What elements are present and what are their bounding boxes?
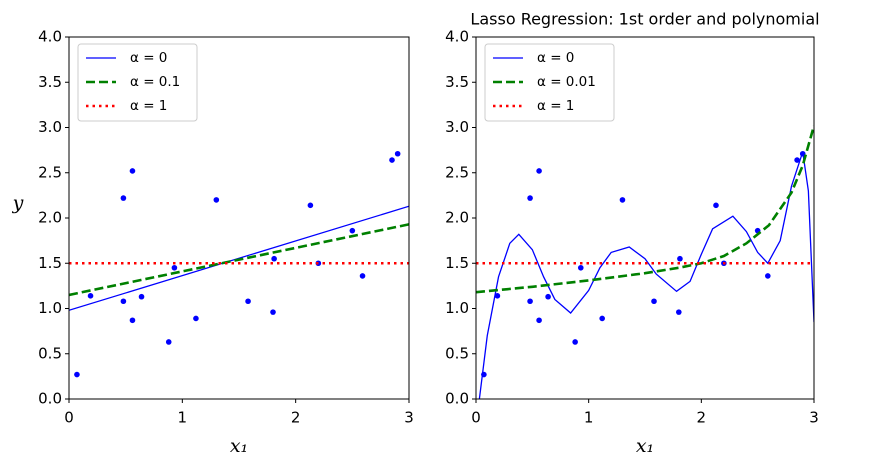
y-tick-label: 4.0 xyxy=(38,28,62,46)
legend-box xyxy=(484,43,615,122)
data-point xyxy=(87,293,94,299)
data-point xyxy=(193,315,199,322)
data-point xyxy=(349,227,356,234)
data-point xyxy=(536,168,542,174)
data-point xyxy=(794,157,800,163)
data-point xyxy=(536,317,542,324)
x-tick-label: 1 xyxy=(178,409,188,427)
data-point xyxy=(359,273,366,279)
data-point xyxy=(74,371,80,378)
data-point xyxy=(129,168,136,174)
x-axis-label: x₁ xyxy=(230,435,248,457)
x-tick-label: 0 xyxy=(471,409,481,427)
data-point xyxy=(120,195,127,201)
legend-label: α = 0.1 xyxy=(130,74,180,90)
data-point xyxy=(494,293,501,299)
data-point xyxy=(599,315,605,322)
data-point xyxy=(129,317,136,324)
data-point xyxy=(676,309,682,315)
data-point xyxy=(677,255,683,262)
data-point xyxy=(165,339,172,345)
y-tick-label: 2.5 xyxy=(38,163,62,181)
x-tick-label: 1 xyxy=(584,409,594,427)
y-tick-label: 3.5 xyxy=(38,73,62,91)
y-tick-label: 1.0 xyxy=(38,299,62,317)
legend-label: α = 0.01 xyxy=(537,74,596,90)
y-tick-label: 1.5 xyxy=(38,254,62,272)
y-tick-label: 3.5 xyxy=(445,73,469,91)
series-line xyxy=(69,205,409,311)
data-point xyxy=(307,202,314,209)
y-tick-label: 1.5 xyxy=(445,254,469,272)
data-point xyxy=(394,150,401,157)
y-tick-label: 0.0 xyxy=(38,390,62,408)
x-axis-label: x₁ xyxy=(636,435,654,457)
x-tick-label: 3 xyxy=(404,409,414,427)
x-tick-label: 0 xyxy=(64,409,74,427)
data-point xyxy=(545,293,551,300)
legend-label: α = 0 xyxy=(537,50,574,66)
data-point xyxy=(138,293,145,300)
y-axis-label: y xyxy=(12,192,24,214)
data-point xyxy=(271,255,277,262)
y-tick-label: 2.5 xyxy=(445,163,469,181)
x-tick-label: 3 xyxy=(809,409,819,427)
y-tick-label: 3.0 xyxy=(445,118,469,136)
data-point xyxy=(577,264,584,271)
series-line xyxy=(478,151,814,399)
series-line xyxy=(476,125,814,294)
y-tick-label: 2.0 xyxy=(38,209,62,227)
data-point xyxy=(765,273,771,279)
chart-title: Lasso Regression: 1st order and polynomi… xyxy=(470,10,819,29)
x-tick-label: 2 xyxy=(291,409,301,427)
series-line xyxy=(69,223,409,297)
legend-label: α = 0 xyxy=(130,50,167,66)
legend-label: α = 1 xyxy=(130,98,167,114)
y-tick-label: 2.0 xyxy=(445,209,469,227)
data-point xyxy=(389,157,395,163)
plot-area xyxy=(69,150,409,378)
legend-label: α = 1 xyxy=(537,98,574,114)
y-tick-label: 0.0 xyxy=(445,390,469,408)
data-point xyxy=(213,197,220,203)
data-point xyxy=(270,309,276,315)
plot-area xyxy=(476,125,814,399)
data-point xyxy=(245,298,251,305)
data-point xyxy=(619,197,626,203)
legend-box xyxy=(77,43,198,122)
data-point xyxy=(120,298,127,305)
data-point xyxy=(527,298,533,305)
data-point xyxy=(651,298,657,305)
y-tick-label: 4.0 xyxy=(445,28,469,46)
y-tick-label: 1.0 xyxy=(445,299,469,317)
data-point xyxy=(572,339,578,345)
y-tick-label: 0.5 xyxy=(445,344,469,362)
data-point xyxy=(171,264,178,271)
data-point xyxy=(527,195,533,201)
y-tick-label: 0.5 xyxy=(38,344,62,362)
data-point xyxy=(713,202,719,209)
y-tick-label: 3.0 xyxy=(38,118,62,136)
x-tick-label: 2 xyxy=(697,409,707,427)
